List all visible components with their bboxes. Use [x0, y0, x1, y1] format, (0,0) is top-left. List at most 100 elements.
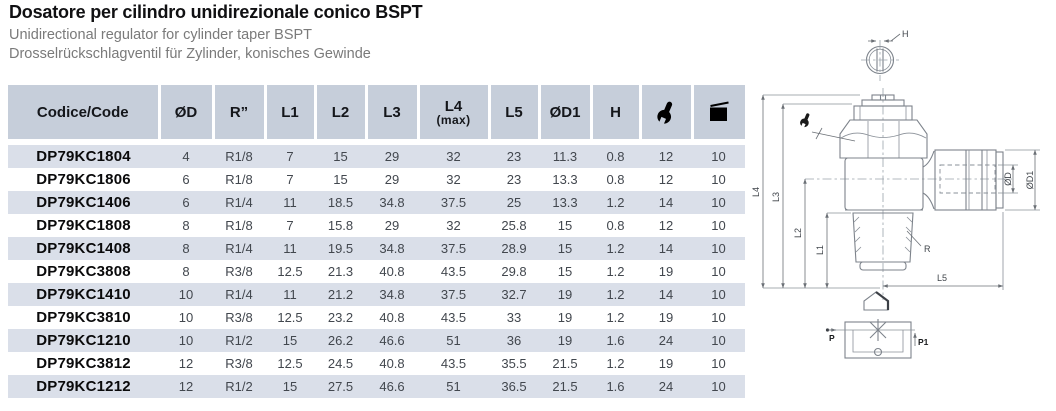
value-cell: 6	[182, 172, 190, 187]
col-l4-label: L4	[444, 97, 463, 115]
value-cell: R3/8	[225, 264, 253, 279]
value-cell: 10	[711, 172, 726, 187]
value-cell: 11	[283, 287, 297, 302]
value-cell: 25	[506, 195, 522, 210]
package-icon	[710, 101, 729, 121]
value-cell: 12	[178, 356, 194, 371]
value-cell: 10	[711, 379, 726, 394]
table-row: DP79KC1806 6 R1/8 7 15 29 32 23 13.3 0.8 12 10	[8, 168, 745, 191]
value-cell: 10	[711, 287, 726, 302]
value-cell: 10	[711, 195, 726, 210]
value-cell: 32	[446, 149, 461, 164]
value-cell: 10	[711, 149, 726, 164]
value-cell: 12	[658, 149, 674, 164]
value-cell: R3/8	[225, 310, 253, 325]
value-cell: 12.5	[277, 356, 303, 371]
value-cell: 33	[506, 310, 522, 325]
technical-drawing: H	[751, 29, 1040, 359]
value-cell: 27.5	[327, 379, 354, 394]
code-cell: DP79KC1408	[36, 240, 131, 257]
value-cell: 29	[384, 149, 400, 164]
value-cell: 19	[557, 310, 573, 325]
flow-schematic: P P1	[825, 291, 929, 359]
value-cell: 1.2	[606, 195, 625, 210]
table-row: DP79KC1410 10 R1/4 11 21.2 34.8 37.5 32.7 19 1.2 1…	[8, 283, 745, 306]
value-cell: 25.8	[501, 218, 527, 233]
value-cell: 1.2	[606, 264, 625, 279]
value-cell: 36	[506, 333, 522, 348]
value-cell: R1/4	[225, 241, 253, 256]
value-cell: R1/8	[225, 218, 253, 233]
value-cell: 40.8	[379, 264, 405, 279]
value-cell: 15	[333, 172, 348, 187]
value-cell: 12	[178, 379, 194, 394]
value-cell: R1/4	[225, 287, 253, 302]
value-cell: 15	[557, 241, 573, 256]
wrench-pictogram-icon	[800, 113, 810, 129]
value-cell: 43.5	[440, 310, 467, 325]
dim-label-l4: L4	[751, 187, 761, 197]
col-l2: L2	[315, 85, 368, 145]
value-cell: 0.8	[606, 172, 625, 187]
value-cell: 1.2	[606, 310, 625, 325]
value-cell: 40.8	[379, 356, 405, 371]
value-cell: 21.2	[327, 287, 354, 302]
col-wrench	[640, 85, 694, 145]
value-cell: 1.6	[606, 379, 625, 394]
spec-table: Codice/Code ØD R” L1 L2 L3 L4 (max) L5 Ø…	[8, 85, 745, 398]
value-cell: 51	[446, 333, 461, 348]
value-cell: 19.5	[327, 241, 354, 256]
code-cell: DP79KC1806	[36, 171, 131, 188]
value-cell: 13.3	[552, 172, 578, 187]
value-cell: 28.9	[501, 241, 527, 256]
value-cell: 24.5	[327, 356, 354, 371]
value-cell: 19	[658, 264, 674, 279]
value-cell: 43.5	[440, 356, 467, 371]
dim-label-od1: ØD1	[1025, 171, 1035, 190]
direction-pentagon	[863, 291, 889, 311]
value-cell: 19	[557, 333, 573, 348]
value-cell: 11	[283, 241, 297, 256]
code-cell: DP79KC3810	[36, 309, 131, 326]
col-od1: ØD1	[539, 85, 593, 145]
code-cell: DP79KC1804	[36, 148, 131, 165]
value-cell: 24	[658, 333, 674, 348]
value-cell: 37.5	[440, 241, 467, 256]
value-cell: 10	[711, 241, 726, 256]
value-cell: 32	[446, 218, 461, 233]
dim-label-l3: L3	[771, 192, 781, 202]
value-cell: 15	[557, 218, 573, 233]
value-cell: 10	[711, 356, 726, 371]
value-cell: R1/2	[225, 379, 253, 394]
value-cell: 40.8	[379, 310, 405, 325]
col-od: ØD	[159, 85, 215, 145]
col-l1: L1	[265, 85, 317, 145]
value-cell: 7	[286, 172, 294, 187]
col-r: R”	[213, 85, 267, 145]
page-title: Dosatore per cilindro unidirezionale con…	[9, 2, 423, 22]
value-cell: 18.5	[327, 195, 354, 210]
col-l3: L3	[366, 85, 420, 145]
value-cell: 19	[658, 356, 674, 371]
value-cell: 10	[711, 264, 726, 279]
value-cell: 12	[658, 172, 674, 187]
value-cell: 32.7	[501, 287, 527, 302]
code-cell: DP79KC1410	[36, 286, 131, 303]
dim-label-l5: L5	[937, 273, 947, 283]
value-cell: 11.3	[552, 149, 578, 164]
title-block: Dosatore per cilindro unidirezionale con…	[9, 2, 423, 64]
value-cell: R1/2	[225, 333, 253, 348]
table-body: DP79KC1804 4 R1/8 7 15 29 32 23 11.3 0.8 12 10 DP79K…	[8, 142, 745, 398]
table-row: DP79KC1408 8 R1/4 11 19.5 34.8 37.5 28.9 15 1.2 14…	[8, 237, 745, 260]
value-cell: 32	[446, 172, 461, 187]
port-label-p: P	[829, 333, 835, 343]
side-view: R	[800, 88, 1012, 300]
value-cell: 37.5	[440, 287, 467, 302]
value-cell: 37.5	[440, 195, 467, 210]
table-row: DP79KC1210 10 R1/2 15 26.2 46.6 51 36 19 1.6 24 10	[8, 329, 745, 352]
value-cell: 1.2	[606, 356, 625, 371]
value-cell: 10	[711, 310, 726, 325]
subtitle-de: Drosselrückschlagventil für Zylinder, ko…	[9, 46, 371, 63]
code-cell: DP79KC1406	[36, 194, 131, 211]
table-row: DP79KC1804 4 R1/8 7 15 29 32 23 11.3 0.8 12 10	[8, 142, 745, 168]
